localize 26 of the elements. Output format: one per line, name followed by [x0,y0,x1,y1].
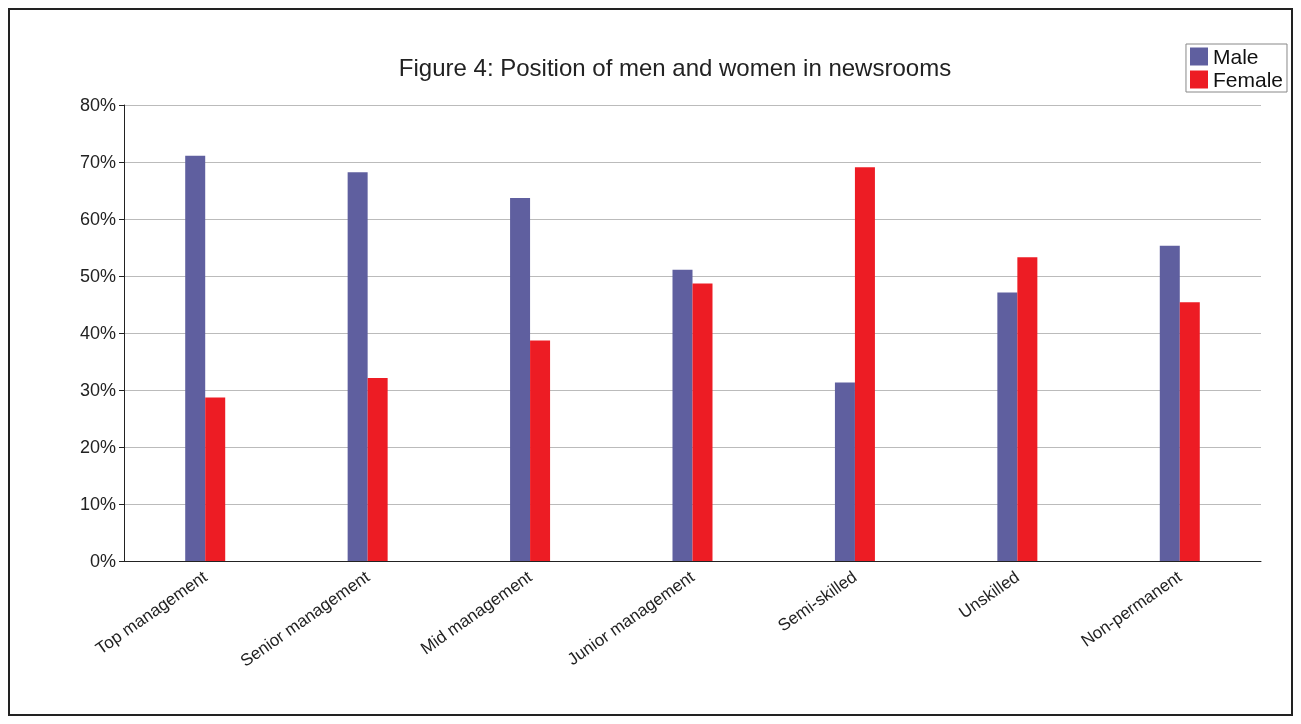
y-tick-label: 50% [79,266,116,286]
bar [185,155,206,561]
bar [672,269,693,561]
bar [347,172,368,561]
y-tick-label: 10% [79,494,116,514]
bar [854,167,875,561]
y-tick-label: 70% [79,152,116,172]
legend-label: Male [1212,45,1259,68]
y-tick-label: 40% [79,323,116,343]
bar [367,378,388,561]
bar [692,283,713,561]
bar [1179,302,1200,561]
bar [530,340,551,561]
y-tick-label: 30% [79,380,116,400]
y-tick-label: 0% [89,551,116,571]
bar [205,397,226,561]
y-tick-label: 80% [79,95,116,115]
bar [1017,257,1038,561]
chart-title: Figure 4: Position of men and women in newsrooms [398,53,952,81]
bar [997,292,1018,561]
bar [510,197,531,561]
y-tick-label: 60% [79,209,116,229]
y-tick-label: 20% [79,437,116,457]
legend-label: Female [1212,68,1284,91]
bar [1159,245,1180,561]
bar [834,382,855,561]
